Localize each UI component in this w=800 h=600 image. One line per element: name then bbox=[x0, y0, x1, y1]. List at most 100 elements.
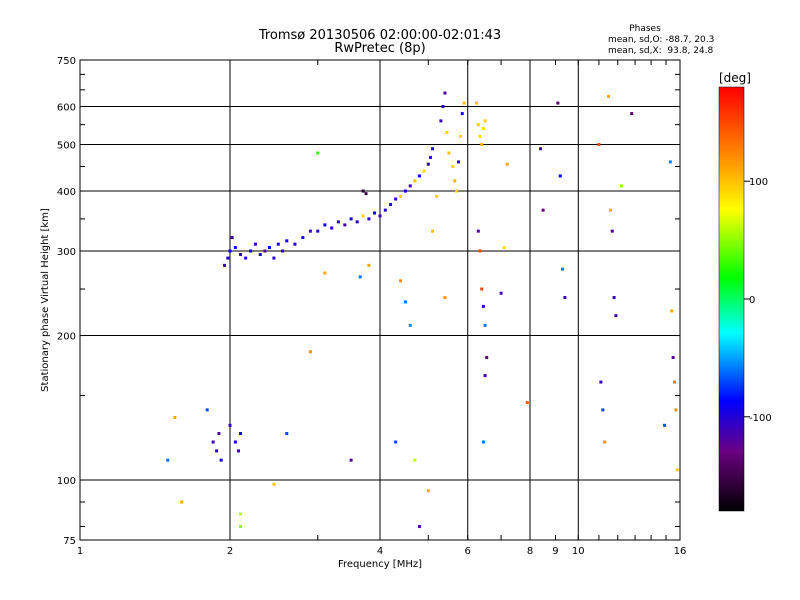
data-point bbox=[417, 174, 421, 178]
data-point bbox=[228, 249, 232, 253]
data-point bbox=[263, 249, 267, 253]
data-point bbox=[233, 246, 237, 250]
colorbar-gradient bbox=[718, 86, 745, 512]
y-tick-label: 600 bbox=[57, 103, 76, 114]
data-point bbox=[502, 246, 506, 250]
data-point bbox=[316, 229, 320, 233]
data-point bbox=[431, 229, 435, 233]
data-point bbox=[399, 279, 403, 283]
data-point bbox=[455, 189, 459, 193]
data-point bbox=[505, 162, 509, 166]
data-point bbox=[453, 179, 457, 183]
y-tick-label: 100 bbox=[57, 476, 76, 487]
data-point bbox=[481, 126, 485, 130]
data-point bbox=[460, 112, 464, 116]
data-point bbox=[239, 512, 243, 516]
data-point bbox=[614, 314, 618, 318]
data-point bbox=[441, 105, 445, 109]
data-point bbox=[525, 401, 529, 405]
data-point bbox=[619, 184, 623, 188]
data-point bbox=[413, 179, 417, 183]
colorbar-tick-label: 0 bbox=[749, 295, 755, 306]
data-point bbox=[272, 256, 276, 260]
data-point bbox=[276, 242, 280, 246]
data-point bbox=[166, 458, 170, 462]
data-point bbox=[428, 155, 432, 159]
x-tick-labels: 1 2 4 6 8 9 10 16 bbox=[77, 546, 687, 557]
data-point bbox=[226, 256, 230, 260]
data-point bbox=[399, 194, 403, 198]
data-point bbox=[239, 525, 243, 529]
data-point bbox=[367, 217, 371, 221]
colorbar-tick-label: 100 bbox=[749, 177, 768, 188]
data-point bbox=[663, 423, 667, 427]
data-point bbox=[249, 249, 253, 253]
x-axis-title: Frequency [MHz] bbox=[338, 559, 422, 570]
data-point bbox=[394, 197, 398, 201]
data-point bbox=[272, 482, 276, 486]
x-tick-label: 8 bbox=[527, 546, 533, 557]
data-point bbox=[373, 211, 377, 215]
data-point bbox=[607, 94, 611, 98]
data-point bbox=[480, 287, 484, 291]
data-point bbox=[601, 408, 605, 412]
data-point bbox=[367, 263, 371, 267]
colorbar-tick-label: -100 bbox=[749, 413, 772, 424]
data-point bbox=[293, 242, 297, 246]
data-point bbox=[675, 468, 679, 472]
data-point bbox=[443, 296, 447, 300]
data-point bbox=[349, 217, 353, 221]
data-point bbox=[462, 101, 466, 105]
data-point bbox=[301, 236, 305, 240]
data-point bbox=[670, 309, 674, 313]
data-point bbox=[323, 271, 327, 275]
data-point bbox=[558, 174, 562, 178]
phases-heading: Phases bbox=[629, 24, 661, 34]
data-point bbox=[671, 355, 675, 359]
data-point bbox=[408, 323, 412, 327]
chart-subtitle: RwPretec (8p) bbox=[334, 41, 425, 56]
data-point bbox=[323, 223, 327, 227]
data-point bbox=[389, 202, 393, 206]
data-point bbox=[394, 440, 398, 444]
data-point bbox=[561, 267, 565, 271]
data-point bbox=[481, 440, 485, 444]
gridlines bbox=[80, 60, 680, 540]
data-point bbox=[253, 242, 257, 246]
data-point bbox=[361, 214, 365, 218]
data-point bbox=[349, 458, 353, 462]
x-tick-label: 16 bbox=[674, 546, 687, 557]
data-point bbox=[239, 253, 243, 257]
data-point bbox=[475, 101, 479, 105]
y-tick-label: 400 bbox=[57, 187, 76, 198]
data-point bbox=[285, 239, 289, 243]
data-point bbox=[285, 432, 289, 436]
y-axis-title: Stationary phase Virtual Height [km] bbox=[40, 208, 51, 392]
x-tick-label: 10 bbox=[572, 546, 585, 557]
data-point bbox=[258, 253, 262, 257]
data-point bbox=[236, 449, 240, 453]
data-point bbox=[205, 408, 209, 412]
data-point bbox=[439, 119, 443, 123]
data-point bbox=[358, 275, 362, 279]
data-point bbox=[422, 169, 426, 173]
data-point bbox=[443, 91, 447, 95]
data-point bbox=[476, 123, 480, 127]
data-point bbox=[483, 323, 487, 327]
colorbar: [deg] 100 0 -100 bbox=[718, 71, 772, 512]
data-point bbox=[403, 189, 407, 193]
data-point bbox=[211, 440, 215, 444]
data-point bbox=[308, 350, 312, 354]
data-point bbox=[447, 151, 451, 155]
data-point bbox=[308, 229, 312, 233]
phases-x-stats: mean, sd,X: 93.8, 24.8 bbox=[608, 46, 714, 56]
data-point bbox=[431, 147, 435, 151]
data-point bbox=[480, 143, 484, 147]
data-point bbox=[281, 249, 285, 253]
data-point bbox=[230, 236, 234, 240]
colorbar-ticks: 100 0 -100 bbox=[744, 177, 772, 424]
data-point bbox=[539, 147, 543, 151]
data-point bbox=[239, 432, 243, 436]
x-tick-label: 1 bbox=[77, 546, 83, 557]
x-tick-label: 9 bbox=[552, 546, 558, 557]
